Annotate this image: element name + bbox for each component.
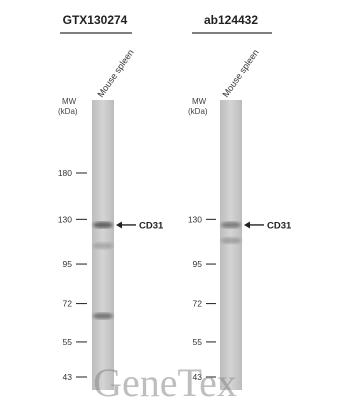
band	[93, 313, 113, 319]
mw-unit: (kDa)	[188, 107, 208, 116]
antibody-title: ab124432	[204, 13, 258, 27]
marker-label-55: 55	[193, 337, 203, 347]
arrow-head	[244, 221, 250, 228]
marker-label-130: 130	[58, 214, 72, 224]
marker-label-72: 72	[193, 299, 203, 309]
band	[93, 243, 113, 249]
marker-group: 180 130 95 72 55 43	[58, 168, 87, 382]
panel-ab124432: ab124432 Mouse spleen MW (kDa) 130 95 72 55…	[188, 13, 292, 390]
target-annotation: CD31	[244, 220, 292, 231]
sample-label: Mouse spleen	[220, 48, 260, 100]
mw-unit: (kDa)	[58, 107, 78, 116]
marker-label-43: 43	[63, 372, 73, 382]
target-label: CD31	[267, 220, 292, 231]
band	[93, 222, 113, 228]
lane	[220, 100, 242, 390]
arrow-head	[116, 221, 122, 228]
target-annotation: CD31	[116, 220, 164, 231]
sample-label: Mouse spleen	[95, 48, 135, 100]
genetex-watermark: GeneTex	[93, 360, 237, 403]
mw-title: MW	[62, 97, 77, 106]
target-label: CD31	[139, 220, 164, 231]
band	[221, 222, 241, 228]
marker-label-55: 55	[63, 337, 73, 347]
marker-label-95: 95	[193, 259, 203, 269]
marker-label-72: 72	[63, 299, 73, 309]
marker-label-180: 180	[58, 168, 72, 178]
panel-gtx130274: GTX130274 Mouse spleen MW (kDa) 180 130 95…	[58, 13, 164, 390]
marker-label-95: 95	[63, 259, 73, 269]
band	[221, 237, 241, 243]
antibody-title: GTX130274	[63, 13, 128, 27]
marker-label-130: 130	[188, 214, 202, 224]
mw-title: MW	[192, 97, 207, 106]
